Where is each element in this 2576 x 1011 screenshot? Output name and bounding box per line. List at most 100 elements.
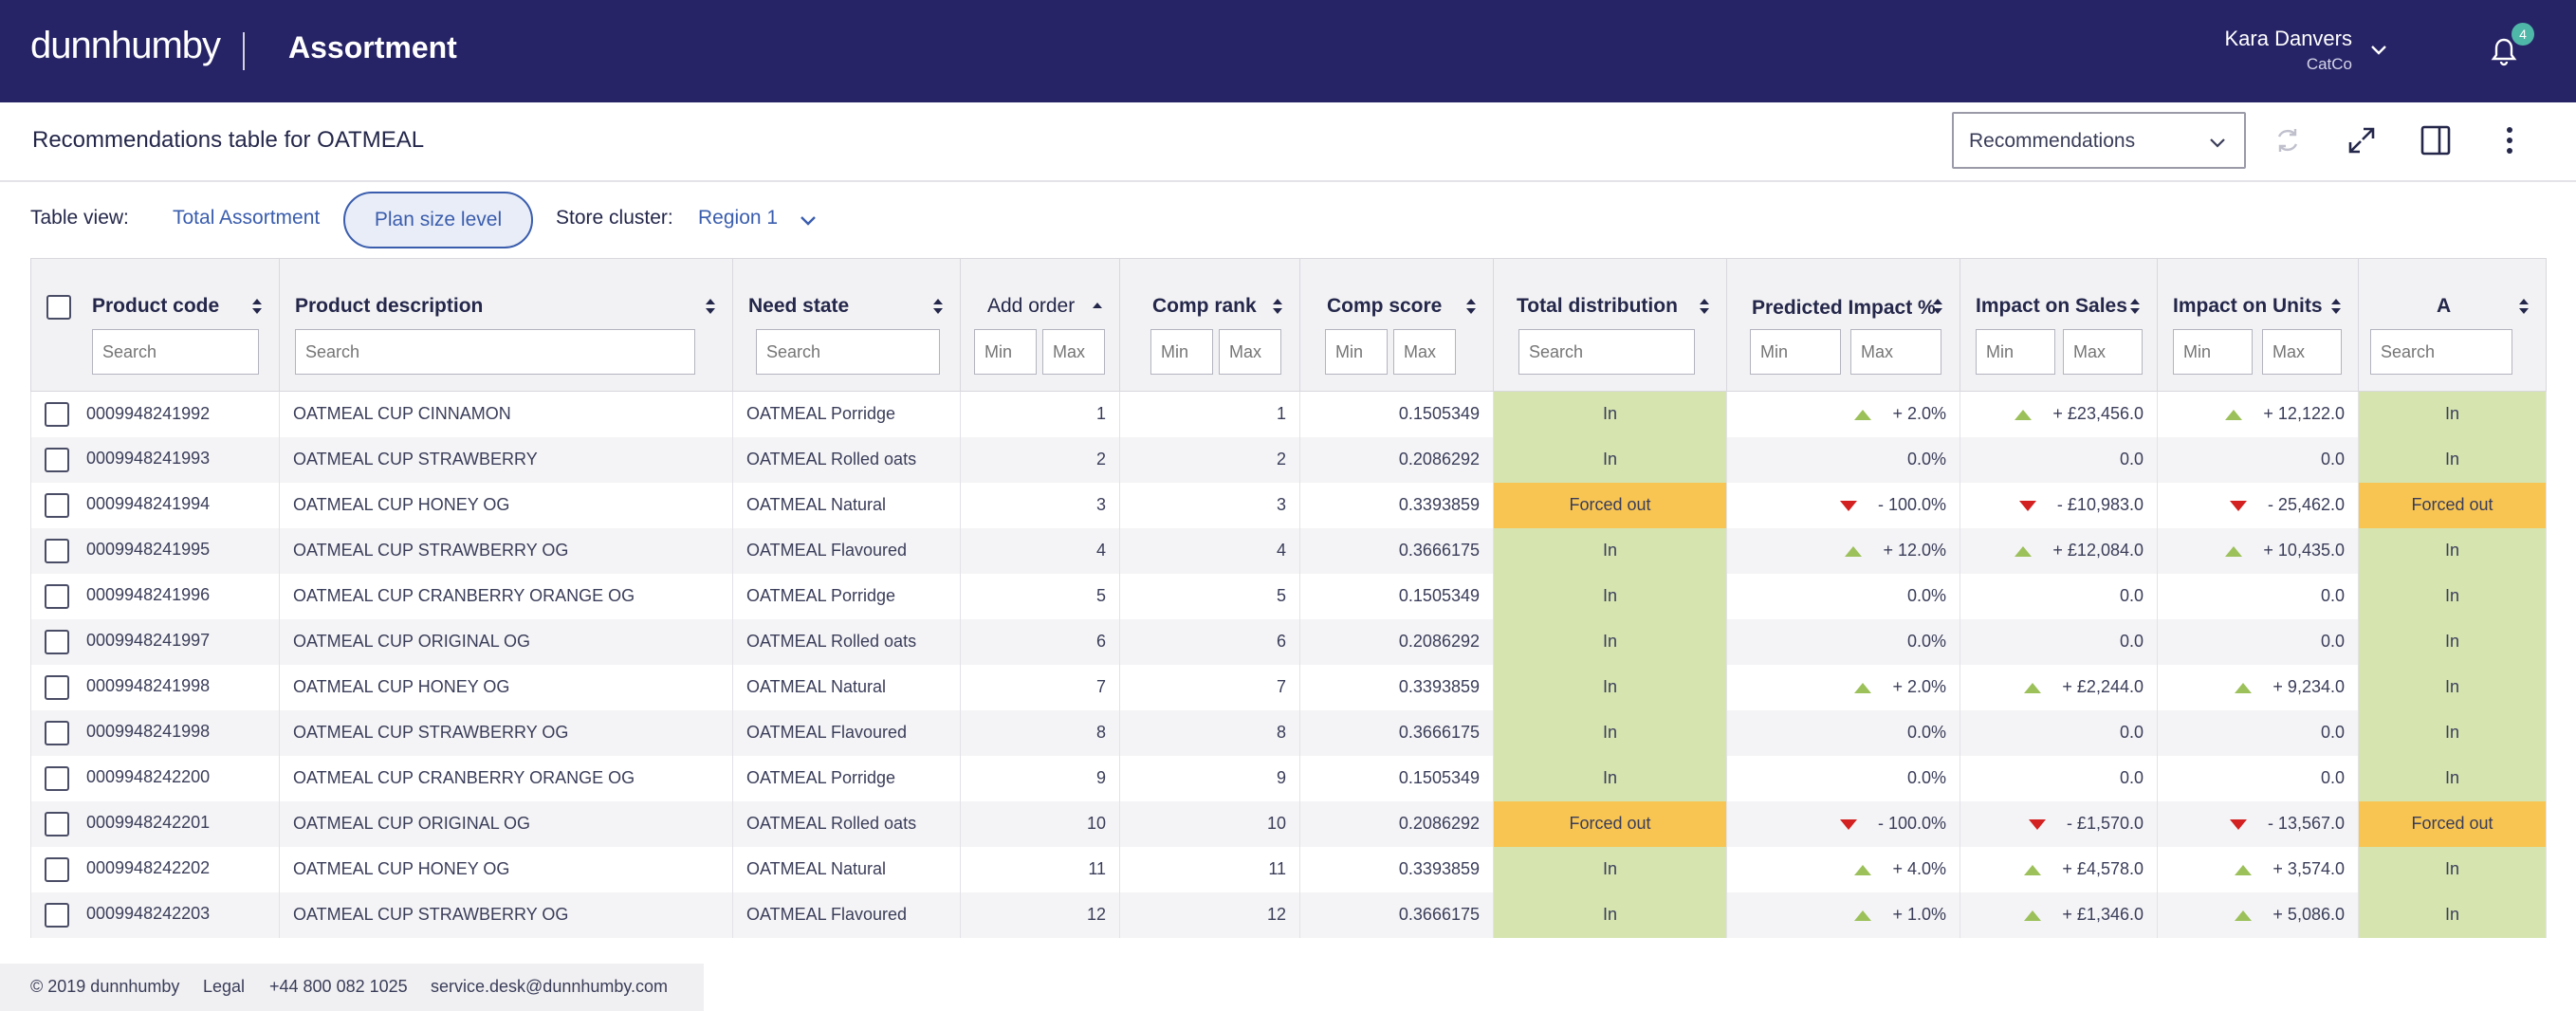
predicted-impact-min-input[interactable] [1750, 329, 1841, 375]
column-a-cell: In [2358, 391, 2547, 437]
predicted-impact-value: + 2.0% [1892, 677, 1946, 696]
user-menu-chevron-icon[interactable] [2367, 38, 2390, 61]
comp-score-cell: 0.1505349 [1299, 391, 1494, 437]
impact-on-units-max-input[interactable] [2262, 329, 2342, 375]
sort-icon[interactable] [931, 297, 945, 316]
product-description-cell: OATMEAL CUP ORIGINAL OG [279, 800, 733, 847]
store-cluster-chevron-icon[interactable] [797, 209, 819, 231]
comp-score-min-input[interactable] [1325, 329, 1388, 375]
column-label: Need state [748, 295, 850, 317]
impact-on-units-cell: + 12,122.0 [2157, 391, 2359, 437]
table-row[interactable]: 0009948242200 OATMEAL CUP CRANBERRY ORANG… [30, 755, 2547, 801]
column-a-search-input[interactable] [2370, 329, 2512, 375]
table-row[interactable]: 0009948241997 OATMEAL CUP ORIGINAL OG OATM… [30, 618, 2547, 665]
sort-icon[interactable] [1271, 297, 1284, 316]
table-row[interactable]: 0009948241998 OATMEAL CUP HONEY OG OATMEAL… [30, 664, 2547, 710]
store-cluster-value[interactable]: Region 1 [698, 207, 779, 229]
table-row[interactable]: 0009948242202 OATMEAL CUP HONEY OG OATMEAL… [30, 846, 2547, 892]
notification-bell-icon[interactable] [2485, 32, 2523, 70]
product-code-search-input[interactable] [92, 329, 259, 375]
impact-on-sales-max-input[interactable] [2063, 329, 2143, 375]
footer-legal-link[interactable]: Legal [203, 977, 246, 996]
expand-icon[interactable] [2343, 121, 2381, 159]
row-checkbox[interactable] [45, 811, 69, 836]
impact-on-sales-value: - £10,983.0 [2056, 495, 2144, 514]
sort-icon[interactable] [1931, 297, 1944, 316]
impact-on-sales-min-input[interactable] [1976, 329, 2055, 375]
increase-arrow-icon [2235, 910, 2253, 921]
column-a-cell: In [2358, 709, 2547, 756]
row-checkbox[interactable] [45, 629, 69, 654]
comp-score-cell: 0.1505349 [1299, 573, 1494, 619]
total-distribution-cell: In [1493, 846, 1727, 892]
add-order-max-input[interactable] [1042, 329, 1105, 375]
predicted-impact-max-input[interactable] [1850, 329, 1941, 375]
column-a-cell: Forced out [2358, 482, 2547, 528]
sort-icon[interactable] [250, 297, 264, 316]
table-row[interactable]: 0009948241998 OATMEAL CUP STRAWBERRY OG OA… [30, 709, 2547, 756]
comp-score-cell: 0.1505349 [1299, 755, 1494, 801]
comp-rank-min-input[interactable] [1150, 329, 1213, 375]
more-options-icon[interactable] [2491, 121, 2529, 159]
table-row[interactable]: 0009948241994 OATMEAL CUP HONEY OG OATMEAL… [30, 482, 2547, 528]
sort-icon[interactable] [2128, 297, 2142, 316]
increase-arrow-icon [2015, 410, 2033, 420]
need-state-cell: OATMEAL Rolled oats [732, 800, 961, 847]
sort-icon[interactable] [1698, 297, 1711, 316]
row-checkbox[interactable] [45, 447, 69, 472]
row-checkbox[interactable] [45, 902, 69, 928]
sort-icon[interactable] [1464, 297, 1478, 316]
total-assortment-tab[interactable]: Total Assortment [173, 207, 321, 229]
need-state-cell: OATMEAL Natural [732, 482, 961, 528]
row-checkbox[interactable] [45, 401, 69, 427]
impact-on-units-min-input[interactable] [2173, 329, 2253, 375]
table-row[interactable]: 0009948241996 OATMEAL CUP CRANBERRY ORANG… [30, 573, 2547, 619]
comp-score-max-input[interactable] [1393, 329, 1456, 375]
need-state-search-input[interactable] [756, 329, 940, 375]
row-checkbox[interactable] [45, 583, 69, 609]
product-description-cell: OATMEAL CUP STRAWBERRY [279, 436, 733, 483]
footer-phone[interactable]: +44 800 082 1025 [269, 977, 408, 996]
sort-icon[interactable] [2329, 297, 2343, 316]
row-checkbox[interactable] [45, 856, 69, 882]
row-checkbox[interactable] [45, 720, 69, 745]
table-row[interactable]: 0009948242203 OATMEAL CUP STRAWBERRY OG OA… [30, 892, 2547, 938]
decrease-arrow-icon [2229, 818, 2247, 830]
sort-ascending-icon[interactable] [1091, 297, 1104, 316]
notification-count-badge[interactable]: 4 [2512, 23, 2534, 46]
impact-on-units-value: + 12,122.0 [2263, 404, 2345, 424]
predicted-impact-cell: + 12.0% [1726, 527, 1960, 574]
product-description-search-input[interactable] [295, 329, 695, 375]
select-all-checkbox[interactable] [46, 295, 71, 320]
chevron-down-icon [2210, 138, 2225, 148]
row-checkbox[interactable] [45, 492, 69, 518]
comp-rank-max-input[interactable] [1219, 329, 1281, 375]
increase-arrow-icon [1854, 410, 1872, 420]
row-checkbox[interactable] [45, 765, 69, 791]
footer-email-link[interactable]: service.desk@dunnhumby.com [431, 977, 669, 996]
table-row[interactable]: 0009948241992 OATMEAL CUP CINNAMON OATMEAL… [30, 391, 2547, 437]
plan-size-level-tab[interactable]: Plan size level [343, 192, 533, 248]
user-name[interactable]: Kara Danvers [2224, 27, 2352, 50]
total-distribution-search-input[interactable] [1518, 329, 1695, 375]
table-row[interactable]: 0009948242201 OATMEAL CUP ORIGINAL OG OATM… [30, 800, 2547, 847]
table-row[interactable]: 0009948241993 OATMEAL CUP STRAWBERRY OATME… [30, 436, 2547, 483]
add-order-min-input[interactable] [974, 329, 1037, 375]
product-code-cell: 0009948241993 [30, 436, 280, 483]
table-row[interactable]: 0009948241995 OATMEAL CUP STRAWBERRY OG OA… [30, 527, 2547, 574]
sort-icon[interactable] [2517, 297, 2530, 316]
comp-score-cell: 0.2086292 [1299, 800, 1494, 847]
impact-on-units-cell: 0.0 [2157, 573, 2359, 619]
predicted-impact-cell: + 4.0% [1726, 846, 1960, 892]
side-panel-icon[interactable] [2417, 121, 2455, 159]
brand-logo[interactable]: dunnhumby [30, 25, 221, 66]
product-code-cell: 0009948241992 [30, 391, 280, 437]
impact-on-units-cell: + 9,234.0 [2157, 664, 2359, 710]
impact-on-sales-cell: 0.0 [1960, 436, 2158, 483]
row-checkbox[interactable] [45, 674, 69, 700]
refresh-icon[interactable] [2269, 121, 2307, 159]
row-checkbox[interactable] [45, 538, 69, 563]
view-select-dropdown[interactable]: Recommendations [1952, 112, 2246, 169]
sort-icon[interactable] [704, 297, 717, 316]
increase-arrow-icon [1854, 864, 1872, 875]
